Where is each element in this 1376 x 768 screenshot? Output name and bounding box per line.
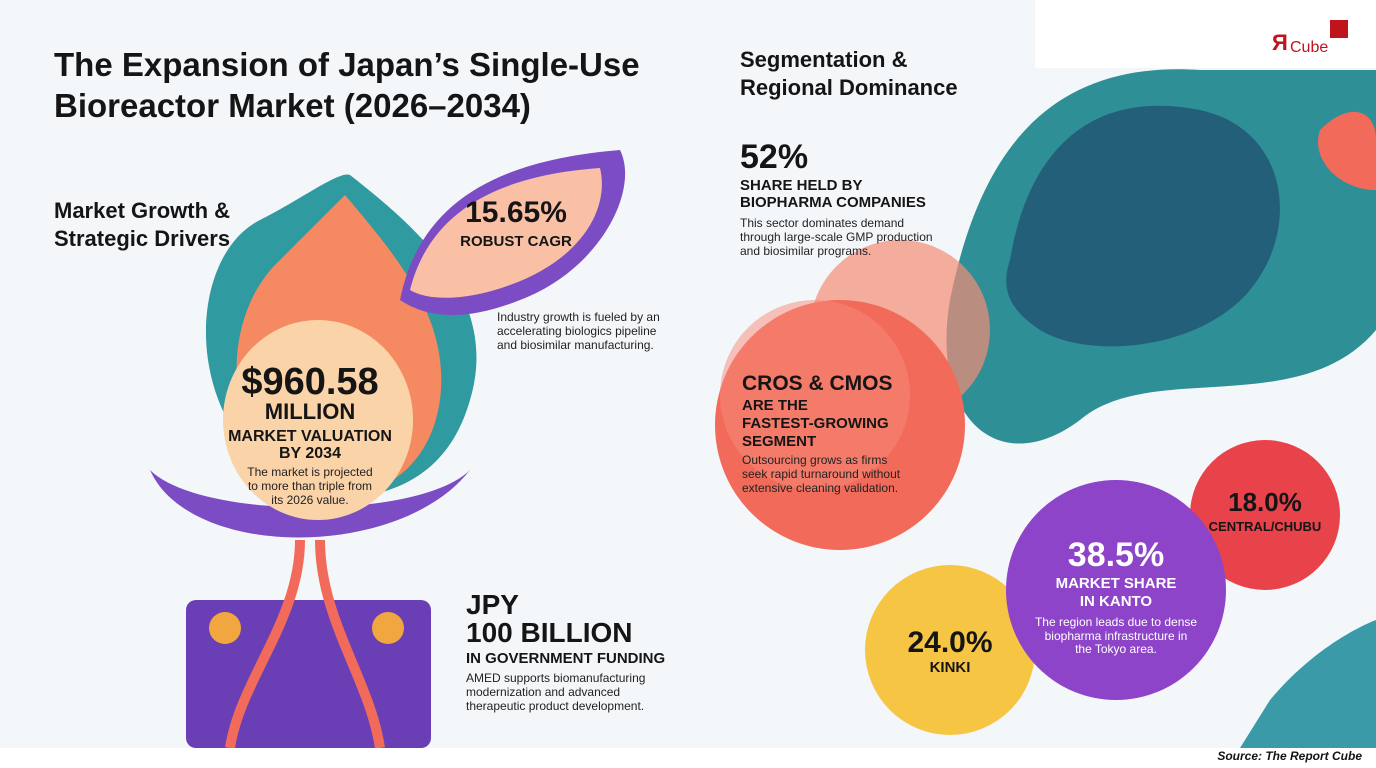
cros-title: CROS & CMOS xyxy=(742,372,893,395)
kinki-value: 24.0% xyxy=(907,626,992,659)
cagr-note: and biosimilar manufacturing. xyxy=(497,338,654,352)
cagr-petal xyxy=(410,168,602,298)
cagr-label: ROBUST CAGR xyxy=(460,233,572,250)
cagr-value: 15.65% xyxy=(465,196,567,229)
coin xyxy=(372,612,404,644)
funding-note: therapeutic product development. xyxy=(466,699,644,713)
kanto-note: the Tokyo area. xyxy=(1075,642,1157,656)
petal-core xyxy=(223,320,413,520)
cros-note: extensive cleaning validation. xyxy=(742,481,898,495)
cros-note: Outsourcing grows as firms xyxy=(742,453,887,467)
kinki-label: KINKI xyxy=(930,659,971,676)
funding-note: AMED supports biomanufacturing xyxy=(466,671,645,685)
central-value: 18.0% xyxy=(1228,487,1302,517)
funding-label: IN GOVERNMENT FUNDING xyxy=(466,650,665,667)
stem xyxy=(225,539,385,749)
teal-blob-inner xyxy=(1006,105,1280,347)
section-heading: Strategic Drivers xyxy=(54,226,230,251)
title: The Expansion of Japan’s Single-Use xyxy=(54,46,640,83)
valuation-label: MARKET VALUATION xyxy=(228,428,392,445)
valuation-note: The market is projected xyxy=(247,465,372,479)
valuation-label: BY 2034 xyxy=(279,445,341,462)
bowl xyxy=(150,470,470,538)
cros-note: seek rapid turnaround without xyxy=(742,467,901,481)
valuation-note: to more than triple from xyxy=(248,479,372,493)
section-heading: Segmentation & xyxy=(740,47,908,72)
cros-label: SEGMENT xyxy=(742,433,816,450)
kanto-note: The region leads due to dense xyxy=(1035,615,1197,629)
sphere-highlight xyxy=(720,300,910,490)
title: Bioreactor Market (2026–2034) xyxy=(54,87,531,124)
deco xyxy=(1318,111,1376,190)
kanto-label: IN KANTO xyxy=(1080,593,1153,610)
valuation-unit: MILLION xyxy=(265,399,355,424)
biopharma-value: 52% xyxy=(740,138,808,176)
funding-value: JPY xyxy=(466,589,519,620)
central-label: CENTRAL/CHUBU xyxy=(1209,519,1322,534)
cros-label: FASTEST-GROWING xyxy=(742,415,889,432)
biopharma-label: BIOPHARMA COMPANIES xyxy=(740,194,926,211)
logo-bar xyxy=(1035,0,1376,68)
section-heading: Market Growth & xyxy=(54,198,230,223)
central-circle xyxy=(1190,440,1340,590)
biopharma-note: through large-scale GMP production xyxy=(740,230,933,244)
cagr-note: Industry growth is fueled by an xyxy=(497,310,660,324)
deco xyxy=(1240,620,1376,748)
footer-bar xyxy=(0,748,1376,768)
valuation-value: $960.58 xyxy=(241,361,378,403)
biopharma-note: and biosimilar programs. xyxy=(740,244,871,258)
logo-mark: Я xyxy=(1272,30,1288,55)
cros-label: ARE THE xyxy=(742,397,808,414)
section-heading: Regional Dominance xyxy=(740,75,958,100)
kinki-circle xyxy=(865,565,1035,735)
logo-cube xyxy=(1330,20,1348,38)
biopharma-note: This sector dominates demand xyxy=(740,216,904,230)
logo-text: Cube xyxy=(1290,39,1328,56)
source: Source: The Report Cube xyxy=(1217,749,1362,763)
biopharma-label: SHARE HELD BY xyxy=(740,177,863,194)
coin xyxy=(209,612,241,644)
funding-note: modernization and advanced xyxy=(466,685,620,699)
cagr-note: accelerating biologics pipeline xyxy=(497,324,657,338)
kanto-note: biopharma infrastructure in xyxy=(1045,629,1188,643)
kanto-circle xyxy=(1006,480,1226,700)
kanto-label: MARKET SHARE xyxy=(1056,575,1177,592)
kanto-value: 38.5% xyxy=(1068,536,1164,574)
funding-value: 100 BILLION xyxy=(466,617,632,648)
valuation-note: its 2026 value. xyxy=(271,493,348,507)
